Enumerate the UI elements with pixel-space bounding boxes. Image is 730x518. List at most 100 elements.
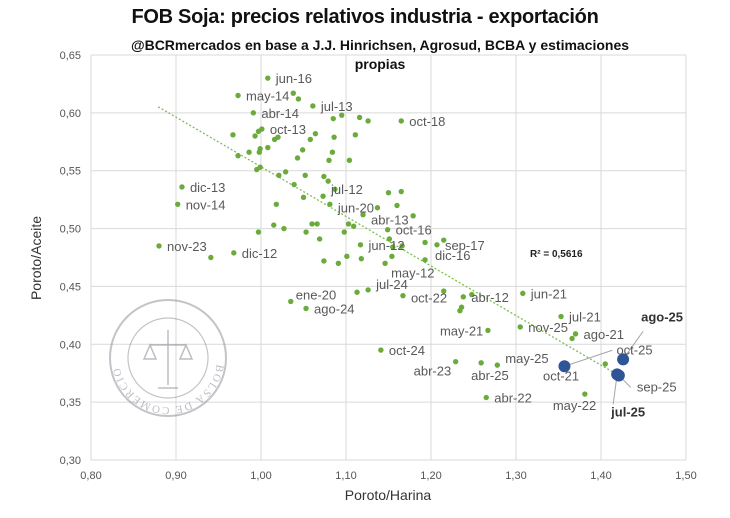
data-point — [329, 149, 336, 155]
recent-point-jul-25 — [611, 368, 624, 381]
data-point — [422, 239, 428, 246]
point-label-jun-12: jun-12 — [367, 238, 404, 253]
data-point — [312, 130, 319, 137]
data-point-jul-24 — [365, 287, 371, 293]
data-point — [295, 96, 302, 102]
data-point — [309, 221, 315, 227]
data-point-jul-12 — [320, 193, 326, 199]
data-point — [389, 253, 395, 260]
point-label-jun-16: jun-16 — [275, 71, 312, 86]
x-tick-label: 1,20 — [420, 470, 441, 482]
point-label-dic-16: dic-16 — [435, 248, 470, 263]
y-tick-label: 0,30 — [60, 455, 81, 467]
y-tick-label: 0,50 — [60, 224, 81, 236]
data-point — [307, 136, 313, 143]
data-point-oct-16 — [384, 227, 391, 233]
y-tick-label: 0,40 — [60, 339, 81, 351]
point-label-dic-13: dic-13 — [190, 180, 225, 195]
point-label-abr-22: abr-22 — [494, 391, 532, 406]
grid — [90, 54, 687, 461]
data-point — [386, 236, 393, 242]
data-point — [271, 222, 277, 228]
point-label-may-22: may-22 — [553, 398, 596, 413]
data-point — [302, 172, 308, 179]
point-label-may-25: may-25 — [505, 351, 548, 366]
r-squared-label: R² = 0,5616 — [530, 249, 583, 260]
recent-label-jul-25: jul-25 — [610, 404, 645, 419]
recent-points-layer: oct-25 ago-25 sep-25 jul-25 — [558, 309, 683, 419]
y-tick-label: 0,35 — [60, 397, 81, 409]
data-point — [346, 157, 353, 163]
data-point — [299, 147, 306, 153]
data-point — [341, 229, 347, 235]
data-point — [275, 134, 281, 140]
data-point — [208, 254, 214, 261]
data-point — [331, 134, 337, 140]
point-label-oct-13: oct-13 — [270, 122, 306, 137]
chart-subtitle: @BCRmercados en base a J.J. Hinrichsen, … — [100, 36, 660, 74]
x-tick-label: 0,80 — [80, 470, 101, 482]
data-point-may-25 — [494, 362, 500, 368]
data-point — [358, 255, 364, 262]
data-point-jul-13 — [310, 103, 316, 109]
point-label-nov-23: nov-23 — [167, 239, 207, 254]
data-point-ago-21 — [572, 331, 579, 337]
point-label-jun-21: jun-21 — [530, 286, 567, 301]
data-point — [394, 202, 400, 209]
point-label-abr-13: abr-13 — [371, 213, 409, 228]
data-point — [457, 308, 463, 314]
point-label-may-14: may-14 — [246, 89, 289, 104]
point-label-ago-21: ago-21 — [584, 327, 624, 342]
data-point — [385, 190, 392, 196]
subtitle-line-1: @BCRmercados en base a J.J. Hinrichsen, … — [130, 37, 630, 53]
data-point-abr-14 — [250, 110, 257, 116]
point-label-oct-22: oct-22 — [411, 291, 447, 306]
point-label-oct-16: oct-16 — [396, 223, 432, 238]
data-point-may-12 — [382, 260, 388, 266]
data-point — [303, 229, 309, 235]
data-point-may-14 — [235, 92, 241, 99]
point-label-nov-14: nov-14 — [186, 197, 226, 212]
data-point-ago-24 — [303, 305, 309, 312]
data-point — [345, 221, 352, 227]
data-point-oct-18 — [398, 118, 404, 124]
data-point — [255, 229, 262, 235]
data-point-abr-22 — [483, 394, 489, 401]
subtitle-line-2: propias — [354, 56, 406, 72]
data-point — [273, 201, 279, 207]
data-point — [235, 152, 241, 159]
data-point — [365, 118, 371, 124]
point-label-abr-14: abr-14 — [261, 106, 299, 121]
x-axis-label: Poroto/Harina — [345, 487, 432, 503]
data-point-oct-13 — [259, 126, 265, 132]
y-tick-label: 0,55 — [60, 166, 81, 178]
data-point — [230, 132, 236, 138]
data-point — [325, 178, 331, 184]
data-point — [602, 361, 608, 367]
data-point — [354, 289, 360, 295]
data-point — [276, 172, 282, 179]
data-point-ene-20 — [288, 298, 294, 305]
data-point — [335, 260, 342, 266]
data-point — [265, 144, 271, 151]
data-point — [390, 244, 396, 250]
data-point — [294, 155, 301, 161]
recent-label-oct-25: oct-25 — [616, 342, 652, 357]
data-point — [314, 221, 320, 227]
data-point — [330, 115, 336, 122]
point-label-may-21: may-21 — [440, 323, 483, 338]
data-point — [374, 205, 381, 211]
data-point — [321, 173, 327, 180]
data-point — [282, 169, 289, 175]
point-label-jul-21: jul-21 — [568, 310, 601, 325]
data-point — [398, 188, 404, 195]
y-axis-label: Poroto/Aceite — [28, 216, 44, 300]
data-point — [252, 133, 258, 139]
data-point-jul-21 — [558, 313, 564, 320]
points-layer — [156, 75, 608, 401]
data-point-jun-12 — [357, 242, 364, 248]
data-point — [356, 114, 363, 121]
x-tick-label: 0,90 — [165, 470, 186, 482]
x-tick-label: 1,40 — [590, 470, 611, 482]
